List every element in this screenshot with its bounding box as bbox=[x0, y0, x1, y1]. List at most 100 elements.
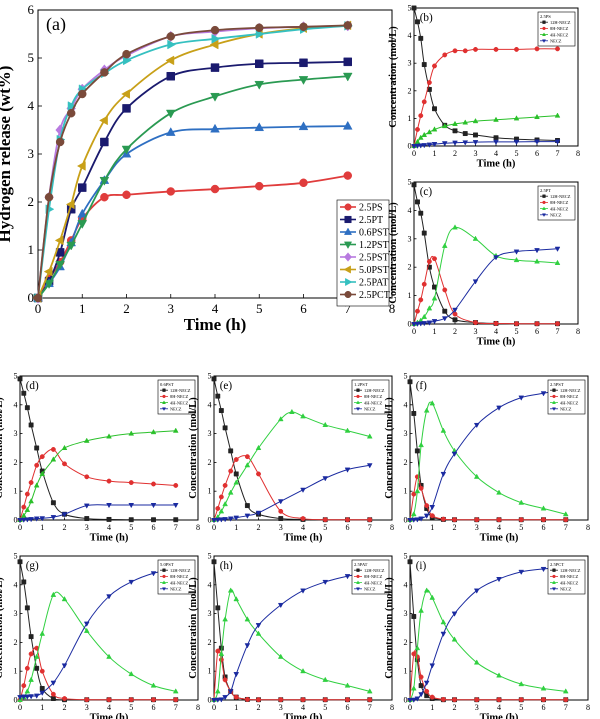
data-point bbox=[128, 480, 134, 486]
data-point bbox=[345, 697, 350, 703]
data-point bbox=[17, 517, 23, 524]
data-point bbox=[76, 161, 86, 171]
data-point bbox=[277, 602, 284, 609]
y-tick-label: 0 bbox=[403, 695, 407, 704]
data-point bbox=[472, 118, 479, 124]
legend-marker bbox=[162, 400, 166, 404]
data-point bbox=[44, 192, 54, 202]
data-point bbox=[172, 503, 179, 509]
x-tick-label: 1 bbox=[234, 523, 238, 532]
legend-label: 4H-NECZ bbox=[170, 580, 189, 585]
data-point bbox=[150, 682, 157, 688]
y-axis-title: Concentration (mol/L) bbox=[388, 26, 399, 128]
y-tick-label: 4 bbox=[13, 400, 17, 409]
data-point bbox=[322, 697, 328, 703]
data-point bbox=[233, 479, 240, 485]
data-point bbox=[256, 697, 261, 703]
data-point bbox=[222, 517, 228, 523]
x-tick-label: 0 bbox=[408, 703, 412, 712]
data-point bbox=[554, 259, 561, 265]
x-tick-label: 4 bbox=[494, 327, 498, 336]
y-tick-label: 2 bbox=[403, 638, 407, 647]
y-tick-label: 2 bbox=[407, 263, 411, 272]
data-point bbox=[431, 319, 438, 325]
legend-label: 8H-NECZ bbox=[170, 574, 189, 579]
data-point bbox=[431, 126, 438, 132]
data-point bbox=[452, 128, 458, 134]
data-point bbox=[414, 488, 421, 494]
data-point bbox=[300, 697, 306, 703]
series-line bbox=[37, 125, 348, 299]
x-tick-label: 6 bbox=[535, 149, 539, 158]
data-point bbox=[426, 142, 433, 148]
data-point bbox=[61, 596, 68, 602]
data-point bbox=[452, 697, 457, 703]
legend-label: NECZ bbox=[170, 407, 182, 412]
x-tick-label: 7 bbox=[555, 149, 559, 158]
series-line bbox=[413, 226, 558, 325]
legend-marker bbox=[343, 241, 353, 249]
legend-sample-label: 2.5PCT bbox=[550, 562, 564, 567]
data-point bbox=[421, 313, 428, 319]
y-axis-title: Concentration (mol/L) bbox=[188, 397, 199, 499]
data-point bbox=[452, 140, 458, 146]
data-point bbox=[256, 471, 261, 477]
data-point bbox=[151, 517, 156, 523]
series-line bbox=[409, 589, 566, 701]
legend-marker bbox=[356, 407, 360, 411]
data-point bbox=[493, 116, 499, 122]
data-point bbox=[233, 596, 240, 602]
data-point bbox=[67, 101, 77, 111]
data-point bbox=[39, 454, 45, 460]
x-tick-label: 4 bbox=[494, 149, 498, 158]
data-point bbox=[344, 467, 351, 473]
y-tick-label: 0 bbox=[407, 319, 411, 328]
y-tick-label: 4 bbox=[403, 400, 407, 409]
x-tick-label: 6 bbox=[345, 523, 349, 532]
data-point bbox=[39, 668, 45, 674]
legend-label: 12H-NECZ bbox=[550, 20, 571, 25]
data-point bbox=[244, 513, 251, 519]
legend-label: NECZ bbox=[560, 587, 572, 592]
data-point bbox=[106, 653, 112, 659]
data-point bbox=[211, 697, 217, 704]
data-point bbox=[554, 139, 561, 145]
data-point bbox=[210, 123, 220, 133]
legend-label: 8H-NECZ bbox=[560, 394, 579, 399]
data-point bbox=[33, 482, 40, 488]
data-point bbox=[513, 256, 520, 263]
legend-label: 2.5PT bbox=[359, 215, 383, 226]
panel-label: (c) bbox=[420, 186, 433, 198]
data-point bbox=[366, 463, 373, 469]
data-point bbox=[222, 695, 228, 701]
data-point bbox=[474, 697, 480, 703]
data-point bbox=[411, 182, 417, 188]
series-line bbox=[409, 567, 566, 701]
y-tick-label: 3 bbox=[13, 609, 17, 618]
data-point bbox=[496, 672, 502, 678]
data-point bbox=[518, 697, 524, 703]
data-point bbox=[462, 119, 469, 125]
data-point bbox=[215, 506, 221, 511]
legend-sample-label: 2.5PST bbox=[550, 382, 564, 387]
legend-marker bbox=[542, 213, 546, 217]
legend-marker bbox=[162, 580, 166, 584]
legend-marker bbox=[356, 400, 360, 404]
data-point bbox=[562, 688, 569, 694]
legend-label: 4H-NECZ bbox=[550, 32, 569, 37]
data-point bbox=[300, 487, 306, 493]
y-tick-label: 4 bbox=[13, 580, 17, 589]
data-point bbox=[106, 433, 112, 439]
x-tick-label: 2 bbox=[256, 703, 260, 712]
y-tick-label: 2 bbox=[13, 638, 17, 647]
data-point bbox=[414, 143, 421, 149]
x-tick-label: 2 bbox=[453, 327, 457, 336]
legend-label: 4H-NECZ bbox=[560, 400, 579, 405]
data-point bbox=[78, 89, 87, 99]
data-point bbox=[410, 511, 417, 517]
data-point bbox=[441, 141, 448, 147]
data-point bbox=[407, 697, 413, 704]
